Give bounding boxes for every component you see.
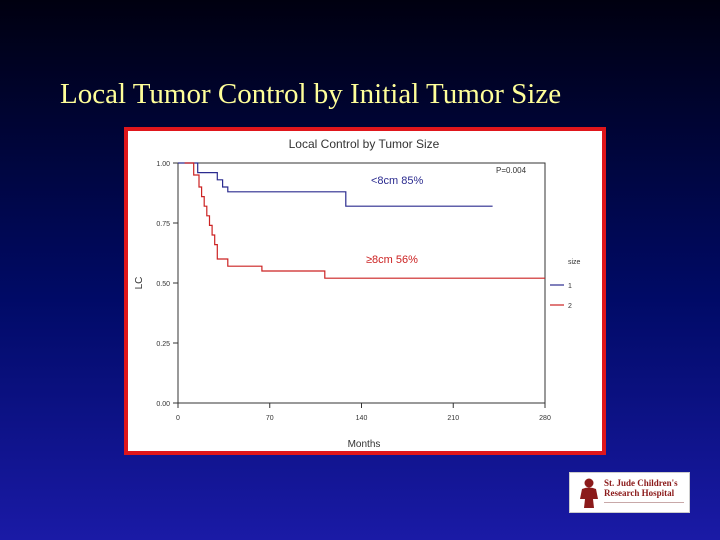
- logo-line-1: St. Jude Children's: [604, 478, 678, 488]
- y-tick-label: 0.25: [156, 341, 170, 348]
- series-line-1: [178, 162, 493, 207]
- x-tick-label: 210: [447, 415, 459, 422]
- plot-area: [177, 162, 546, 404]
- slide-title: Local Tumor Control by Initial Tumor Siz…: [60, 78, 562, 110]
- x-tick-label: 0: [176, 415, 180, 422]
- series-label-1: <8cm 85%: [371, 175, 423, 187]
- y-tick-label: 1.00: [156, 161, 170, 168]
- y-tick-label: 0.75: [156, 221, 170, 228]
- logo-line-2: Research Hospital: [604, 488, 675, 498]
- x-axis-label: Months: [348, 439, 381, 450]
- legend-title: size: [568, 259, 581, 266]
- chart-frame: Local Control by Tumor Size 0.00 0.25 0.50…: [124, 127, 606, 455]
- y-tick-label: 0.00: [156, 401, 170, 408]
- x-tick-label: 70: [266, 415, 274, 422]
- child-silhouette-icon: [580, 478, 598, 508]
- legend-entry-2: 2: [568, 303, 572, 310]
- y-tick-label: 0.50: [156, 281, 170, 288]
- logo-text: St. Jude Children's Research Hospital: [604, 478, 678, 498]
- p-value-label: P=0.004: [496, 166, 527, 175]
- series-line-2: [184, 162, 545, 279]
- hospital-logo: St. Jude Children's Research Hospital: [569, 472, 690, 513]
- legend-entry-1: 1: [568, 283, 572, 290]
- x-tick-label: 140: [356, 415, 368, 422]
- logo-tagline-rule: [604, 502, 684, 503]
- x-tick-label: 280: [539, 415, 551, 422]
- km-chart: Local Control by Tumor Size 0.00 0.25 0.50…: [134, 137, 581, 450]
- chart-title: Local Control by Tumor Size: [289, 137, 440, 151]
- series-label-2: ≥8cm 56%: [366, 254, 418, 266]
- y-axis-label: LC: [134, 277, 145, 290]
